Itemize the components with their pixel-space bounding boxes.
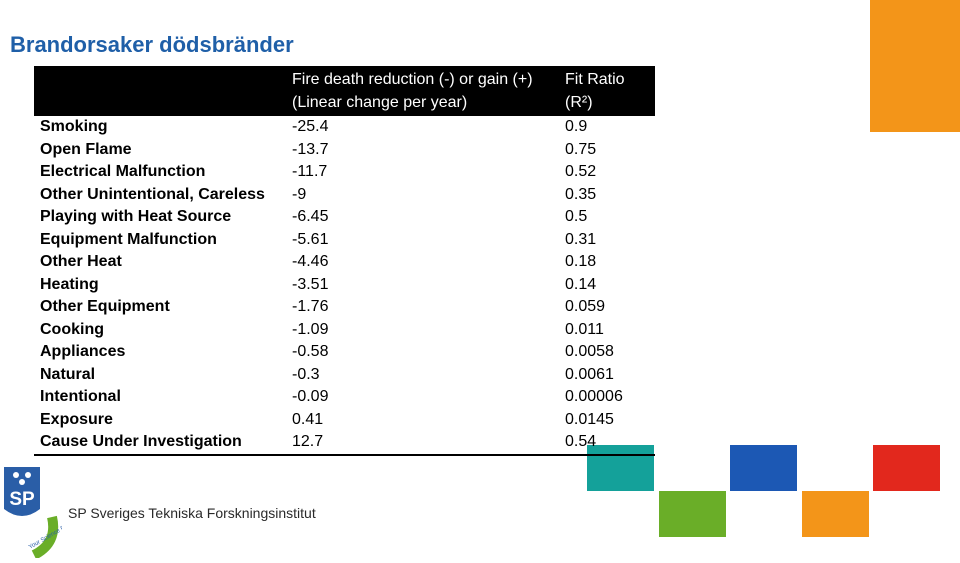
cause-cell: Other Heat <box>40 253 122 270</box>
table-row: Other Equipment -1.76 0.059 <box>34 296 655 319</box>
rate-cell: -11.7 <box>292 163 328 180</box>
table-header-row: Fire death reduction (-) or gain (+) (Li… <box>34 66 655 116</box>
rate-cell: 0.41 <box>292 410 324 428</box>
orange-square-bottom <box>802 491 869 537</box>
fit-cell: 0.14 <box>565 275 597 293</box>
rate-cell: -0.3 <box>292 365 320 383</box>
cause-cell: Appliances <box>40 343 126 360</box>
fire-cause-table: Fire death reduction (-) or gain (+) (Li… <box>34 66 655 456</box>
teal-square <box>587 445 654 491</box>
fit-cell: 0.52 <box>565 163 597 180</box>
table-row: Exposure 0.41 0.0145 <box>34 409 655 432</box>
header-cause <box>34 66 288 116</box>
red-square <box>873 445 940 491</box>
cause-cell: Equipment Malfunction <box>40 230 217 248</box>
table-row: Appliances -0.58 0.0058 <box>34 341 655 364</box>
cause-cell: Intentional <box>40 388 121 405</box>
rate-cell: -6.45 <box>292 208 329 225</box>
organization-name: SP Sveriges Tekniska Forskningsinstitut <box>68 505 316 521</box>
fit-cell: 0.54 <box>565 433 597 450</box>
table-row: Playing with Heat Source -6.45 0.5 <box>34 206 655 229</box>
table-row: Equipment Malfunction -5.61 0.31 <box>34 229 655 252</box>
rate-cell: -4.46 <box>292 253 329 270</box>
slide-title: Brandorsaker dödsbränder <box>10 32 294 57</box>
cause-cell: Exposure <box>40 410 113 428</box>
fit-cell: 0.31 <box>565 230 597 248</box>
rate-cell: -13.7 <box>292 140 329 158</box>
cause-cell: Other Unintentional, Careless <box>40 185 265 203</box>
cause-cell: Playing with Heat Source <box>40 208 232 225</box>
header-fit-line1: Fit Ratio <box>565 71 625 88</box>
header-fit-line2: (R²) <box>565 94 593 111</box>
fit-cell: 0.18 <box>565 253 597 270</box>
cause-cell: Other Equipment <box>40 298 170 315</box>
rate-cell: -1.09 <box>292 320 329 338</box>
rate-cell: -5.61 <box>292 230 329 248</box>
header-rate-line2: (Linear change per year) <box>292 94 468 111</box>
table-row: Electrical Malfunction -11.7 0.52 <box>34 161 655 184</box>
sp-logo-graphic: SP Your Science Partner <box>4 467 80 560</box>
rate-cell: 12.7 <box>292 433 324 450</box>
header-rate-line1: Fire death reduction (-) or gain (+) <box>292 71 533 88</box>
header-rate: Fire death reduction (-) or gain (+) (Li… <box>288 66 561 116</box>
table-row: Natural -0.3 0.0061 <box>34 364 655 387</box>
table-row: Heating -3.51 0.14 <box>34 274 655 297</box>
cause-cell: Cooking <box>40 320 104 338</box>
rate-cell: -9 <box>292 185 307 203</box>
fit-cell: 0.9 <box>565 118 588 135</box>
rate-cell: -1.76 <box>292 298 329 315</box>
sp-logo: SP Your Science Partner <box>0 465 80 560</box>
table-row: Cause Under Investigation 12.7 0.54 <box>34 431 655 454</box>
fit-cell: 0.75 <box>565 140 597 158</box>
table-row: Cooking -1.09 0.011 <box>34 319 655 342</box>
table-row: Open Flame -13.7 0.75 <box>34 139 655 162</box>
header-fit: Fit Ratio (R²) <box>561 66 655 116</box>
cause-cell: Smoking <box>40 118 108 135</box>
rate-cell: -0.58 <box>292 343 329 360</box>
cause-cell: Natural <box>40 365 96 383</box>
orange-square-top <box>870 0 960 132</box>
cause-cell: Cause Under Investigation <box>40 433 242 450</box>
table-row: Intentional -0.09 0.00006 <box>34 386 655 409</box>
table-row: Other Heat -4.46 0.18 <box>34 251 655 274</box>
fit-cell: 0.5 <box>565 208 588 225</box>
blue-square <box>730 445 797 491</box>
rate-cell: -25.4 <box>292 118 329 135</box>
cause-cell: Heating <box>40 275 99 293</box>
table-row: Other Unintentional, Careless -9 0.35 <box>34 184 655 207</box>
rate-cell: -3.51 <box>292 275 329 293</box>
fit-cell: 0.0061 <box>565 365 614 383</box>
fit-cell: 0.0145 <box>565 410 614 428</box>
fit-cell: 0.35 <box>565 185 597 203</box>
fit-cell: 0.00006 <box>565 388 623 405</box>
fit-cell: 0.059 <box>565 298 606 315</box>
cause-cell: Open Flame <box>40 140 132 158</box>
fit-cell: 0.011 <box>565 320 604 338</box>
green-square <box>659 491 726 537</box>
fit-cell: 0.0058 <box>565 343 614 360</box>
cause-cell: Electrical Malfunction <box>40 163 206 180</box>
logo-letters: SP <box>9 489 35 510</box>
table-row: Smoking -25.4 0.9 <box>34 116 655 139</box>
rate-cell: -0.09 <box>292 388 329 405</box>
